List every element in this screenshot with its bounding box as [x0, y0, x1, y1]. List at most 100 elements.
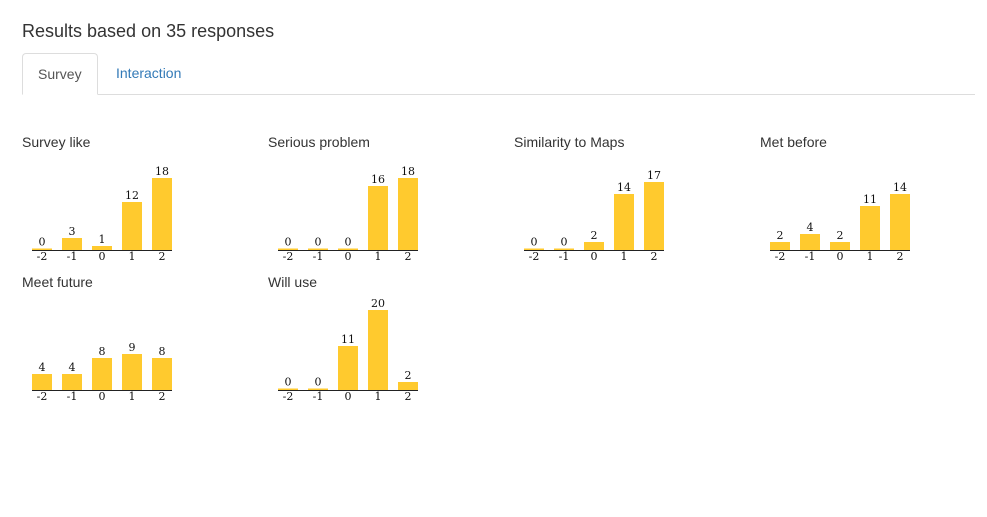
- data-label: 16: [371, 173, 385, 186]
- bar: [368, 310, 388, 390]
- data-label: 0: [285, 376, 292, 389]
- bar: [398, 178, 418, 250]
- bar: [890, 194, 910, 250]
- tick-label: 1: [375, 390, 382, 403]
- data-label: 18: [401, 165, 415, 178]
- tick-label: -1: [313, 250, 324, 263]
- chart-title: Serious problem: [268, 134, 370, 150]
- tick-label: 1: [867, 250, 874, 263]
- bar: [32, 374, 52, 390]
- page-title: Results based on 35 responses: [22, 21, 275, 41]
- data-label: 4: [807, 221, 814, 234]
- chart-title: Similarity to Maps: [514, 134, 625, 150]
- data-label: 0: [345, 236, 352, 249]
- bar: [800, 234, 820, 250]
- tick-label: 2: [405, 390, 412, 403]
- tick-label: 2: [159, 390, 166, 403]
- tick-label: 0: [99, 390, 106, 403]
- bar: [398, 382, 418, 390]
- bar: [62, 374, 82, 390]
- chart-similarity-to-maps: Similarity to Maps 0 -2 0 -1 2 0 14 1 17 2: [514, 134, 744, 269]
- tick-label: -1: [313, 390, 324, 403]
- tick-label: -2: [37, 250, 48, 263]
- chart-survey-like: Survey like 0 -2 3 -1 1 0 12 1 18 2: [22, 134, 252, 269]
- bar: [614, 194, 634, 250]
- data-label: 0: [531, 236, 538, 249]
- bar: [644, 182, 664, 250]
- chart-title: Will use: [268, 274, 318, 290]
- tick-label: 0: [345, 390, 352, 403]
- bar: [278, 388, 298, 390]
- data-label: 0: [285, 236, 292, 249]
- tick-label: 1: [129, 390, 136, 403]
- tick-label: -2: [529, 250, 540, 263]
- chart-title: Survey like: [22, 134, 91, 150]
- data-label: 0: [39, 236, 46, 249]
- data-label: 8: [159, 345, 166, 358]
- tick-label: 2: [897, 250, 904, 263]
- tick-label: 2: [651, 250, 658, 263]
- bar: [368, 186, 388, 250]
- chart-met-before: Met before 2 -2 4 -1 2 0 11 1 14 2: [760, 134, 987, 269]
- tick-label: 0: [99, 250, 106, 263]
- data-label: 0: [315, 236, 322, 249]
- tick-label: 2: [405, 250, 412, 263]
- data-label: 0: [315, 376, 322, 389]
- data-label: 9: [129, 341, 136, 354]
- bar: [830, 242, 850, 250]
- tick-label: -1: [67, 250, 78, 263]
- data-label: 2: [837, 229, 844, 242]
- bar: [770, 242, 790, 250]
- tick-label: 0: [591, 250, 598, 263]
- tick-label: 0: [345, 250, 352, 263]
- chart-title: Met before: [760, 134, 827, 150]
- tick-label: -2: [37, 390, 48, 403]
- chart-will-use: Will use 0 -2 0 -1 11 0 20 1 2 2: [268, 274, 498, 409]
- tick-label: 2: [159, 250, 166, 263]
- chart-meet-future: Meet future 4 -2 4 -1 8 0 9 1 8 2: [22, 274, 252, 409]
- bar: [584, 242, 604, 250]
- bar: [338, 248, 358, 250]
- tab-survey[interactable]: Survey: [22, 53, 98, 95]
- data-label: 17: [647, 169, 661, 182]
- data-label: 4: [69, 361, 76, 374]
- data-label: 1: [99, 233, 106, 246]
- data-label: 12: [125, 189, 139, 202]
- bar: [524, 248, 544, 250]
- bar: [92, 358, 112, 390]
- bar: [152, 178, 172, 250]
- tick-label: 0: [837, 250, 844, 263]
- bar: [152, 358, 172, 390]
- tick-label: -2: [283, 390, 294, 403]
- data-label: 2: [777, 229, 784, 242]
- bar: [122, 202, 142, 250]
- data-label: 14: [893, 181, 907, 194]
- data-label: 11: [863, 193, 877, 206]
- data-label: 11: [341, 333, 355, 346]
- data-label: 14: [617, 181, 631, 194]
- bar: [338, 346, 358, 390]
- tick-label: -2: [775, 250, 786, 263]
- tab-bar: Survey Interaction: [22, 53, 975, 95]
- tab-interaction[interactable]: Interaction: [116, 65, 182, 81]
- bar: [62, 238, 82, 250]
- bar: [860, 206, 880, 250]
- bar: [308, 388, 328, 390]
- data-label: 2: [591, 229, 598, 242]
- data-label: 4: [39, 361, 46, 374]
- tick-label: -1: [805, 250, 816, 263]
- bar: [308, 248, 328, 250]
- tick-label: 1: [621, 250, 628, 263]
- bar: [122, 354, 142, 390]
- data-label: 20: [371, 297, 385, 310]
- data-label: 18: [155, 165, 169, 178]
- data-label: 8: [99, 345, 106, 358]
- tick-label: -1: [67, 390, 78, 403]
- tick-label: -2: [283, 250, 294, 263]
- bar: [32, 248, 52, 250]
- bar: [92, 246, 112, 250]
- data-label: 0: [561, 236, 568, 249]
